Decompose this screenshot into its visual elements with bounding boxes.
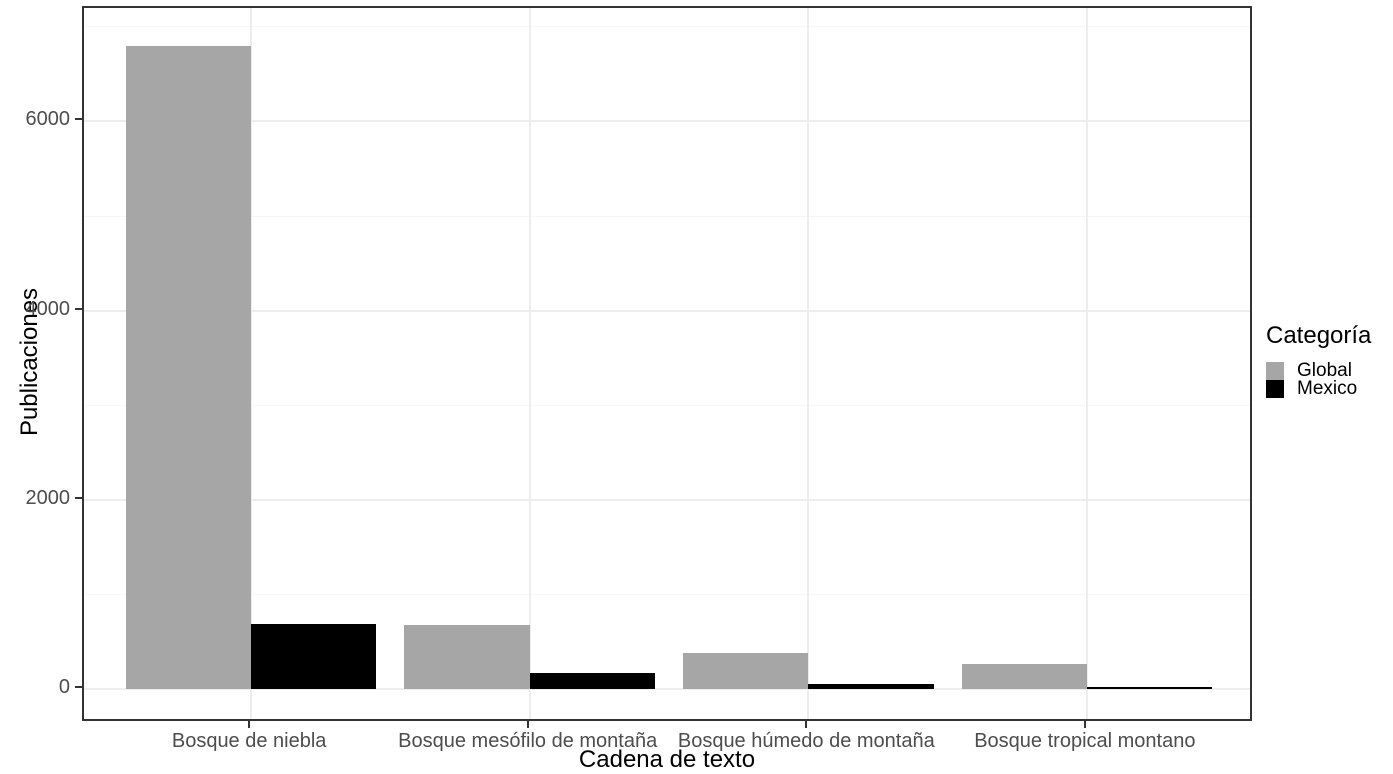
gridline-major — [84, 498, 1250, 501]
legend-items: Global Mexico — [1266, 360, 1371, 399]
x-axis-tick-label: Bosque mesófilo de montaña — [398, 730, 658, 752]
y-axis-tick-label: 0 — [58, 675, 70, 698]
gridline-major — [84, 309, 1250, 312]
bar-mexico-2 — [808, 684, 934, 689]
x-axis-tick — [805, 721, 808, 728]
bar-mexico-0 — [251, 623, 377, 689]
bar-global-2 — [682, 653, 809, 689]
legend-swatch-global — [1266, 362, 1284, 380]
bar-mexico-1 — [529, 672, 656, 689]
gridline-minor — [84, 593, 1250, 595]
x-axis-tick-label: Bosque de niebla — [171, 730, 327, 752]
gridline-vertical — [807, 8, 810, 719]
gridline-minor — [84, 215, 1250, 217]
bar-global-3 — [961, 664, 1087, 689]
y-axis-tick — [75, 685, 82, 688]
x-axis-tick-label: Bosque tropical montano — [974, 730, 1196, 752]
x-axis-tick — [248, 721, 251, 728]
gridline-major — [84, 120, 1250, 123]
y-axis-tick-label: 2000 — [25, 486, 71, 509]
y-axis-tick-label: 4000 — [25, 297, 71, 320]
x-axis-tick — [1083, 721, 1086, 728]
plot-panel — [82, 6, 1252, 721]
x-axis-tick — [526, 721, 529, 728]
legend-label: Mexico — [1297, 378, 1358, 399]
gridline-vertical — [528, 8, 531, 719]
y-axis-tick — [75, 496, 82, 499]
legend-title: Categoría — [1266, 322, 1372, 349]
gridline-minor — [84, 404, 1250, 406]
x-axis-title: Cadena de texto — [578, 746, 756, 773]
legend: Categoría Global Mexico — [1266, 322, 1372, 399]
bar-mexico-3 — [1086, 687, 1213, 689]
bar-global-1 — [404, 624, 530, 689]
legend-label: Global — [1297, 360, 1352, 381]
legend-swatch-mexico — [1266, 380, 1284, 398]
y-axis-tick — [75, 307, 82, 310]
bar-global-0 — [125, 45, 252, 689]
y-axis-tick — [75, 118, 82, 121]
legend-item-global: Global — [1266, 360, 1371, 381]
y-axis-tick-label: 6000 — [25, 108, 71, 131]
gridline-vertical — [1085, 8, 1088, 719]
legend-item-mexico: Mexico — [1266, 378, 1371, 399]
x-axis-tick-label: Bosque húmedo de montaña — [677, 730, 935, 752]
gridline-minor — [84, 26, 1250, 28]
